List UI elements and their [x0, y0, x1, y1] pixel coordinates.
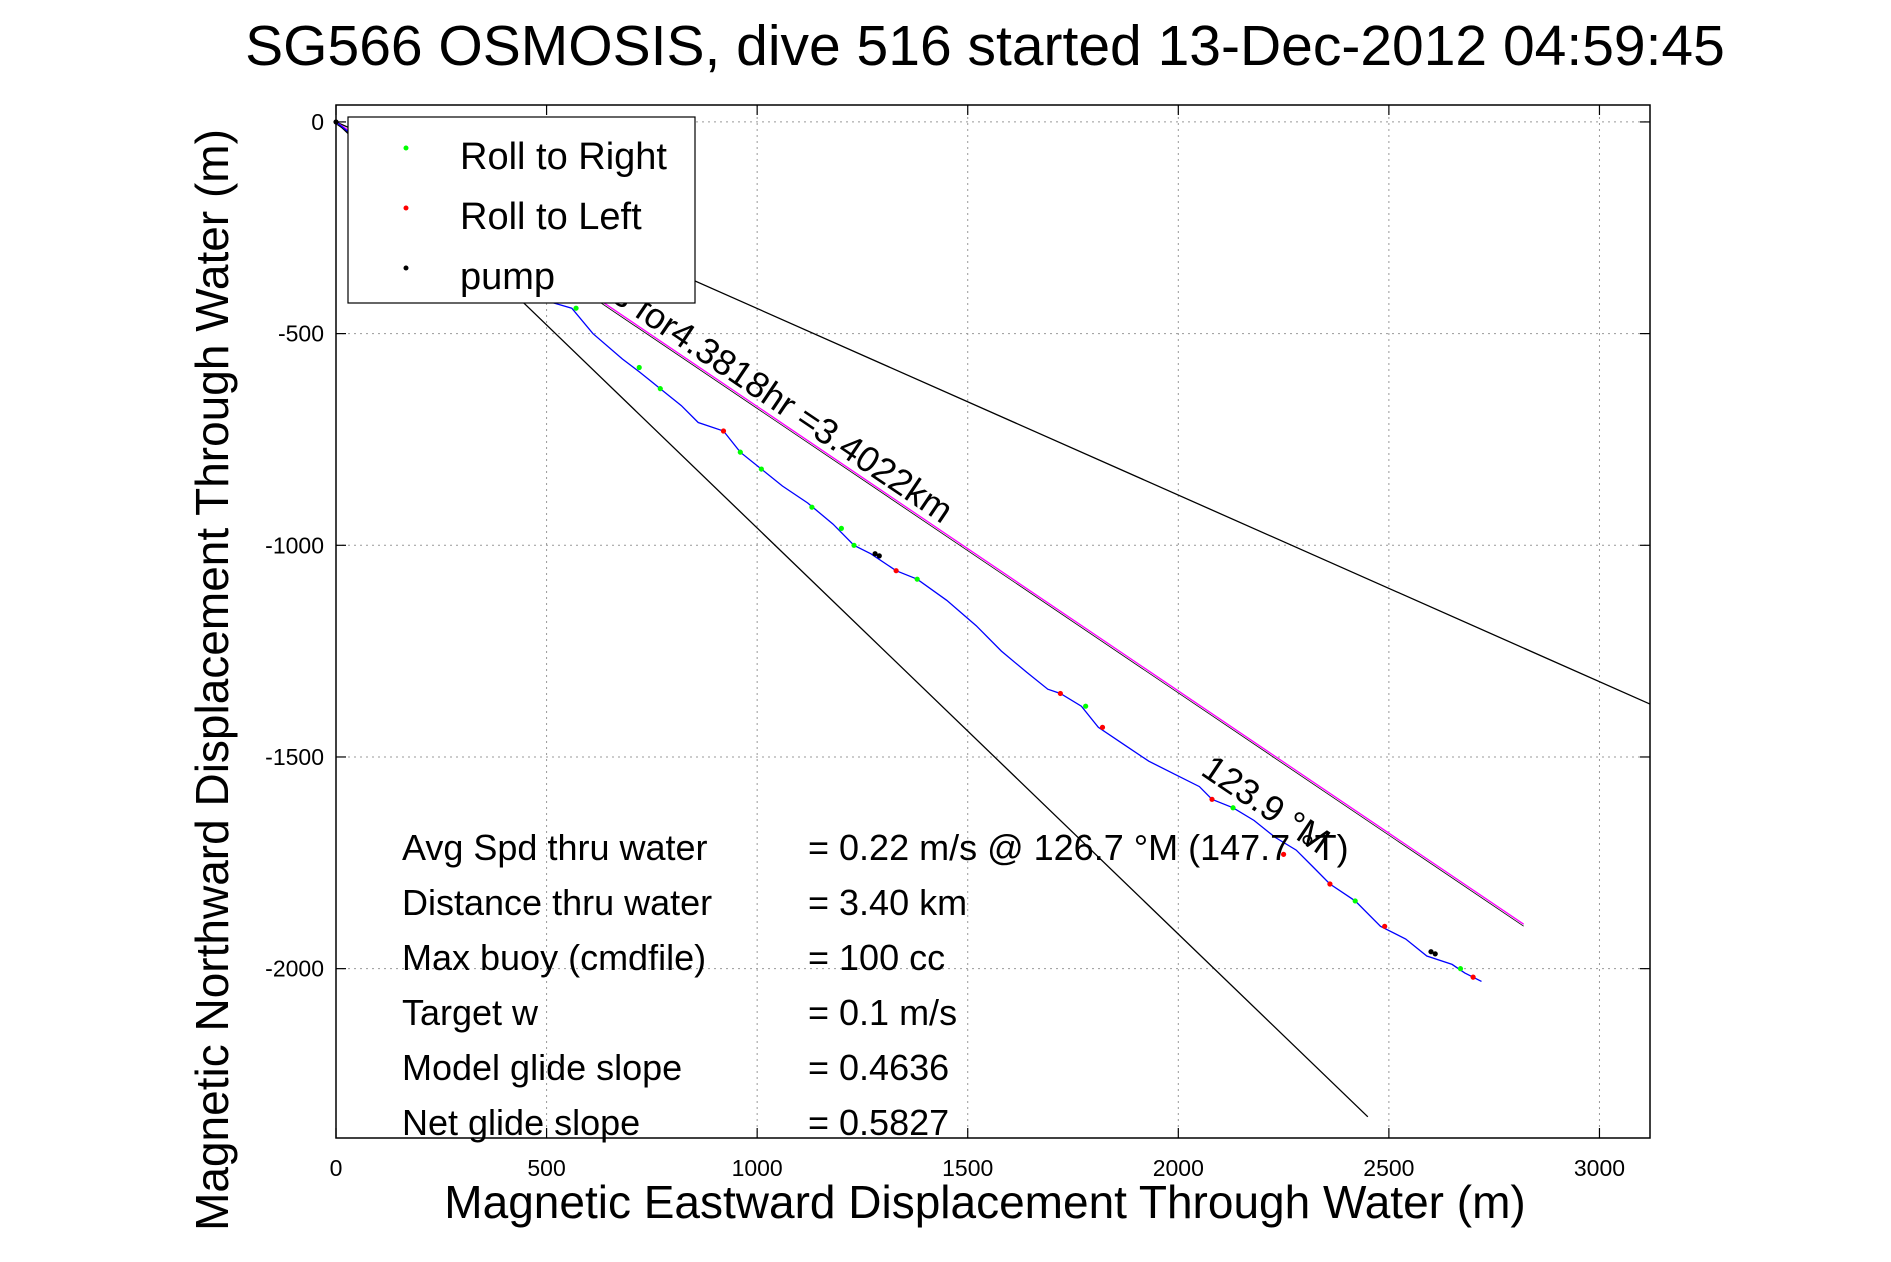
roll-right-marker [636, 364, 642, 371]
heading-line-label: s for4.3818hr =3.4022km [605, 272, 960, 531]
x-tick-label: 0 [330, 1155, 343, 1181]
stat-value: = 0.5827 [808, 1102, 949, 1143]
x-tick-label: 2000 [1153, 1155, 1204, 1181]
glider-track-line [335, 121, 1482, 982]
roll-left-marker [1099, 724, 1106, 730]
x-tick-label: 1500 [942, 1155, 993, 1181]
roll-left-marker [1327, 881, 1333, 887]
roll-right-marker [1352, 898, 1358, 904]
x-axis-label: Magnetic Eastward Displacement Through W… [444, 1176, 1525, 1228]
roll-left-marker [1209, 796, 1215, 802]
roll-left-marker [1382, 923, 1388, 929]
x-tick-label: 500 [527, 1155, 565, 1181]
roll-right-marker [1230, 805, 1236, 811]
legend-marker [403, 265, 409, 271]
y-tick-label: -500 [278, 321, 324, 347]
roll-left-marker [1470, 974, 1476, 980]
roll-right-marker [809, 504, 815, 510]
x-tick-label: 3000 [1574, 1155, 1625, 1181]
stat-label: Target w [402, 992, 539, 1033]
y-tick-label: -2000 [265, 956, 324, 982]
legend-marker [403, 145, 409, 151]
y-axis-label: Magnetic Northward Displacement Through … [186, 129, 238, 1231]
chart-title: SG566 OSMOSIS, dive 516 started 13-Dec-2… [245, 14, 1725, 78]
grid [336, 105, 1650, 1138]
legend-label: Roll to Right [460, 136, 667, 178]
y-tick-label: -1000 [265, 532, 324, 558]
roll-right-marker [851, 542, 857, 548]
stat-label: Net glide slope [402, 1102, 640, 1143]
pump-marker [1432, 951, 1438, 957]
axis-ticks: 0 500 1000 1500 2000 2500 3000 0 -500 -1000 -1500 -… [265, 105, 1650, 1181]
pump-marker [1428, 949, 1434, 955]
stat-value: = 3.40 km [808, 882, 967, 923]
stat-value: = 100 cc [808, 937, 945, 978]
legend-label: pump [460, 256, 555, 298]
stat-value: = 0.22 m/s @ 126.7 °M (147.7 °T) [808, 827, 1349, 868]
stat-value: = 0.4636 [808, 1047, 949, 1088]
roll-left-marker [893, 568, 899, 574]
roll-right-marker [1457, 966, 1464, 972]
y-tick-label: -1500 [265, 744, 324, 770]
roll-right-marker [838, 525, 844, 531]
roll-left-marker [1280, 851, 1287, 857]
stats-block: Avg Spd thru water = 0.22 m/s @ 126.7 °M … [402, 827, 1349, 1143]
markers [333, 119, 1476, 980]
roll-left-marker [1057, 690, 1063, 697]
roll-right-marker [1083, 703, 1089, 709]
stat-label: Distance thru water [402, 882, 712, 923]
legend-marker [403, 205, 409, 211]
stat-label: Model glide slope [402, 1047, 682, 1088]
x-tick-label: 2500 [1363, 1155, 1414, 1181]
stat-label: Avg Spd thru water [402, 827, 708, 868]
roll-right-marker [573, 305, 579, 311]
x-tick-label: 1000 [732, 1155, 783, 1181]
stat-label: Max buoy (cmdfile) [402, 937, 706, 978]
roll-right-marker [737, 449, 743, 455]
pump-marker [876, 553, 882, 559]
plot-frame [335, 104, 1651, 1139]
roll-right-marker [758, 466, 764, 472]
roll-right-marker [657, 386, 663, 392]
y-tick-label: 0 [311, 109, 324, 135]
pump-marker [872, 551, 878, 557]
legend-label: Roll to Left [460, 196, 642, 238]
legend[interactable]: Roll to Right Roll to Left pump [347, 116, 696, 304]
roll-right-marker [914, 576, 920, 582]
stat-value: = 0.1 m/s [808, 992, 957, 1033]
track [335, 121, 1482, 982]
roll-left-marker [720, 428, 727, 434]
